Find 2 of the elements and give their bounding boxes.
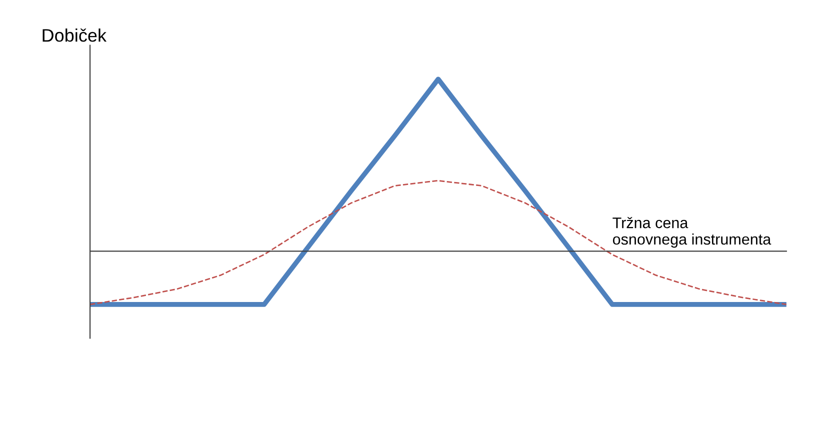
y-axis-title: Dobiček bbox=[42, 28, 107, 42]
x-axis-title: Tržna cena osnovnega instrumenta bbox=[612, 216, 772, 248]
